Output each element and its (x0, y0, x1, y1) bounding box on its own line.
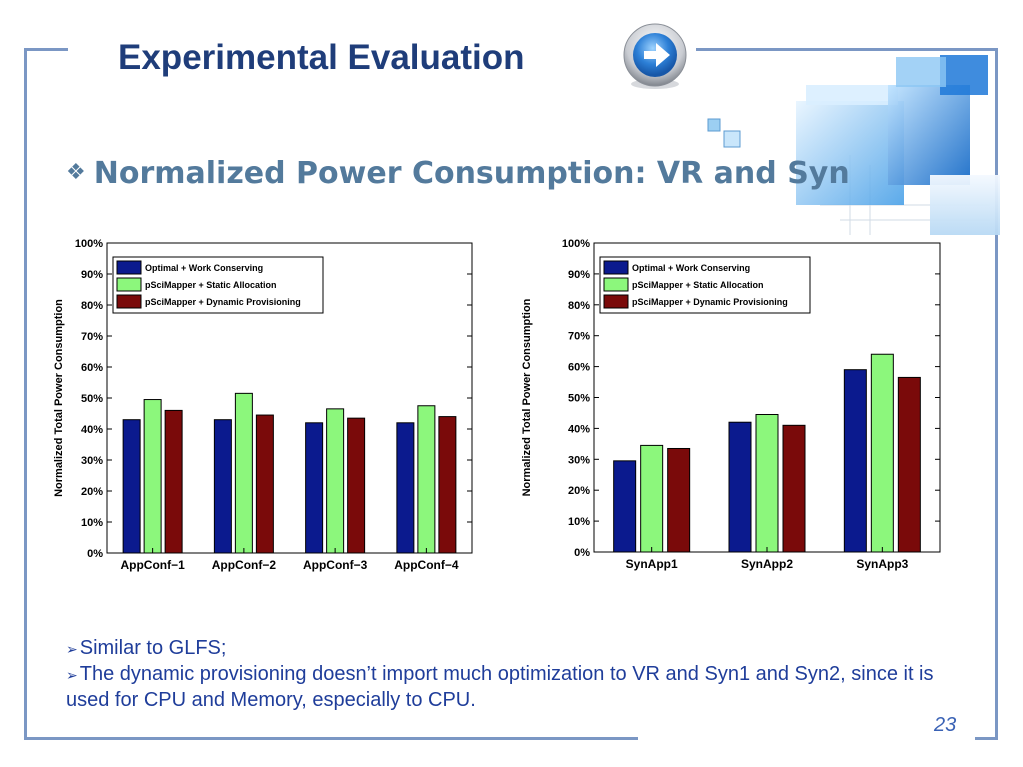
legend-swatch (116, 277, 142, 292)
bar (255, 414, 274, 554)
y-tick-label: 80% (81, 300, 103, 312)
x-tick-label: SynApp1 (626, 557, 678, 571)
y-tick-label: 70% (81, 331, 103, 343)
y-tick-label: 70% (568, 331, 590, 343)
bar (667, 447, 691, 553)
y-tick-label: 20% (568, 485, 590, 497)
list-item: ➢ Similar to GLFS; (66, 637, 227, 659)
slide-title: Experimental Evaluation (118, 38, 525, 77)
frame-bottom (24, 737, 638, 740)
subtitle-text: Normalized Power Consumption: VR and Syn (93, 156, 850, 191)
bar (843, 369, 867, 553)
y-tick-label: 0% (87, 548, 103, 560)
y-axis-label: Normalized Total Power Consumption (521, 298, 533, 496)
legend-label: pSciMapper + Static Allocation (145, 280, 276, 290)
y-tick-label: 90% (81, 269, 103, 281)
y-axis-label: Normalized Total Power Consumption (53, 299, 65, 497)
bar (755, 413, 779, 553)
diamond-bullet-icon: ❖ (66, 160, 86, 185)
frame-left (24, 48, 27, 740)
bar (234, 392, 253, 554)
frame-top-left (24, 48, 68, 51)
section-subtitle: ❖ Normalized Power Consumption: VR and Sy… (66, 156, 850, 191)
legend-box (599, 256, 811, 314)
legend-label: pSciMapper + Dynamic Provisioning (145, 297, 301, 307)
bar (326, 408, 345, 554)
arrow-bullet-icon: ➢ (66, 641, 78, 657)
chart-synapp: 0% 10% 20% 30% 40% 50% 60% 70% 80% 90% 100% Normali… (515, 230, 955, 580)
page-number: 23 (934, 714, 957, 736)
legend-swatch (603, 260, 629, 275)
bar (870, 353, 894, 553)
x-tick-label: AppConf−3 (303, 558, 368, 572)
y-tick-label: 50% (81, 393, 103, 405)
y-tick-label: 50% (568, 393, 590, 405)
y-tick-label: 100% (562, 238, 590, 250)
bar (613, 460, 637, 553)
decorative-cubes (700, 55, 1000, 235)
list-item: ➢ The dynamic provisioning doesn’t import… (66, 663, 934, 711)
bar (122, 419, 141, 554)
legend-label: pSciMapper + Dynamic Provisioning (632, 297, 788, 307)
y-tick-label: 10% (568, 516, 590, 528)
bar (782, 424, 806, 553)
bar (143, 399, 162, 554)
x-tick-label: SynApp2 (741, 557, 793, 571)
legend-label: Optimal + Work Conserving (632, 263, 750, 273)
bar (164, 409, 183, 554)
y-tick-label: 0% (574, 547, 590, 559)
arrow-bullet-icon: ➢ (66, 667, 78, 683)
y-tick-label: 90% (568, 269, 590, 281)
chart-synapp-svg: 0% 10% 20% 30% 40% 50% 60% 70% 80% 90% 100% Normali… (521, 238, 941, 571)
legend-swatch (603, 277, 629, 292)
y-tick-label: 20% (81, 486, 103, 498)
legend-label: pSciMapper + Static Allocation (632, 280, 763, 290)
legend-swatch (116, 260, 142, 275)
frame-top-right (696, 48, 998, 51)
x-tick-label: AppConf−2 (212, 558, 277, 572)
frame-right (995, 48, 998, 740)
chart-appconf-svg: 0% 10% 20% 30% 40% 50% 60% 70% 80% 90% 100% Normali… (53, 238, 473, 572)
bar (305, 422, 324, 554)
bar (417, 405, 436, 554)
y-tick-label: 10% (81, 517, 103, 529)
bar (438, 416, 457, 554)
x-tick-label: AppConf−4 (394, 558, 459, 572)
legend-label: Optimal + Work Conserving (145, 263, 263, 273)
legend-swatch (116, 294, 142, 309)
legend-swatch (603, 294, 629, 309)
y-tick-label: 30% (568, 454, 590, 466)
y-tick-label: 40% (81, 424, 103, 436)
y-tick-label: 80% (568, 300, 590, 312)
y-tick-label: 30% (81, 455, 103, 467)
bar (640, 444, 664, 553)
x-tick-label: SynApp3 (856, 557, 908, 571)
right-arrow-icon[interactable] (620, 22, 690, 92)
chart-appconf: 0% 10% 20% 30% 40% 50% 60% 70% 80% 90% 100% Normali… (44, 230, 484, 580)
bullet-list: ➢ Similar to GLFS; ➢ The dynamic provision… (66, 636, 946, 713)
frame-bottom-right (975, 737, 998, 740)
x-tick-label: AppConf−1 (120, 558, 185, 572)
legend-box (112, 256, 324, 314)
y-tick-label: 100% (75, 238, 103, 250)
bar (897, 376, 921, 553)
bar (347, 417, 366, 554)
y-tick-label: 40% (568, 423, 590, 435)
bar (728, 421, 752, 553)
y-tick-label: 60% (568, 362, 590, 374)
y-tick-label: 60% (81, 362, 103, 374)
bar (213, 419, 232, 554)
bar (396, 422, 415, 554)
